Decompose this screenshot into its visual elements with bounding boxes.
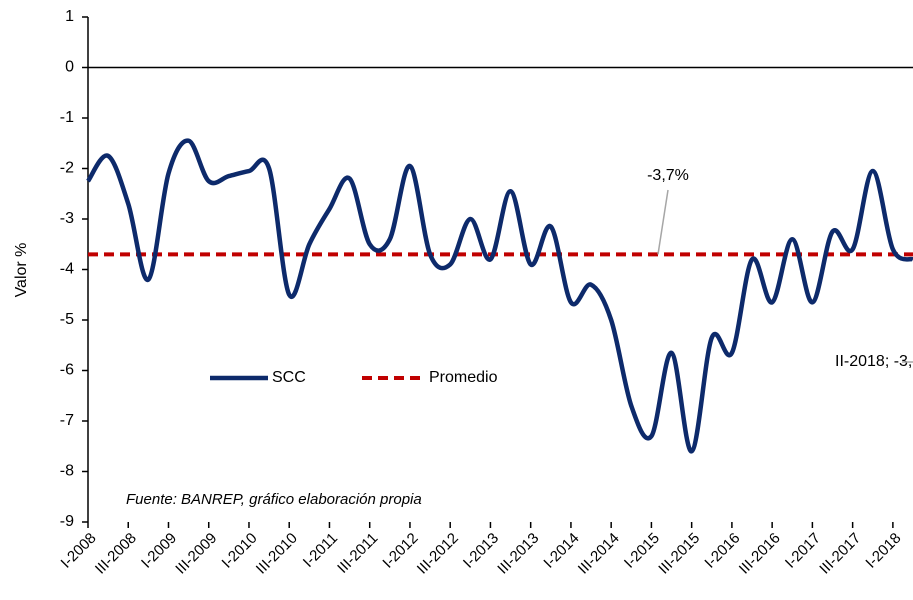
- legend-label: SCC: [272, 369, 306, 386]
- x-tick-label: III-2010: [253, 530, 301, 578]
- x-tick-label: III-2011: [334, 530, 381, 577]
- y-tick-label: -8: [60, 463, 74, 480]
- x-tick-label: I-2018: [862, 530, 904, 572]
- y-tick-label: -9: [60, 513, 74, 530]
- source-note: Fuente: BANREP, gráfico elaboración prop…: [126, 491, 422, 508]
- y-tick-label: -3: [60, 210, 74, 227]
- series-line: [86, 138, 913, 454]
- legend-label: Promedio: [429, 369, 498, 386]
- y-tick-label: -6: [60, 362, 74, 379]
- x-tick-label: III-2013: [494, 530, 542, 578]
- x-tick-label: III-2015: [655, 530, 703, 578]
- y-tick-label: 0: [65, 59, 74, 76]
- y-tick-label: -4: [60, 261, 74, 278]
- reference-label: -3,7%: [647, 167, 689, 184]
- x-tick-label: III-2009: [172, 530, 220, 578]
- x-tick-label: III-2017: [816, 530, 864, 578]
- y-tick-label: -5: [60, 311, 74, 328]
- y-tick-label: 1: [65, 8, 74, 25]
- x-tick-label: III-2014: [575, 530, 623, 578]
- annotation: II-2018; -3,8%: [835, 353, 913, 370]
- reference-leader: [657, 189, 669, 255]
- y-tick-label: -7: [60, 412, 74, 429]
- x-tick-label: III-2012: [414, 530, 462, 578]
- x-tick-label: III-2008: [92, 530, 140, 578]
- y-tick-label: -1: [60, 109, 74, 126]
- y-axis-label: Valor %: [13, 243, 30, 298]
- y-tick-label: -2: [60, 160, 74, 177]
- x-tick-label: III-2016: [736, 530, 784, 578]
